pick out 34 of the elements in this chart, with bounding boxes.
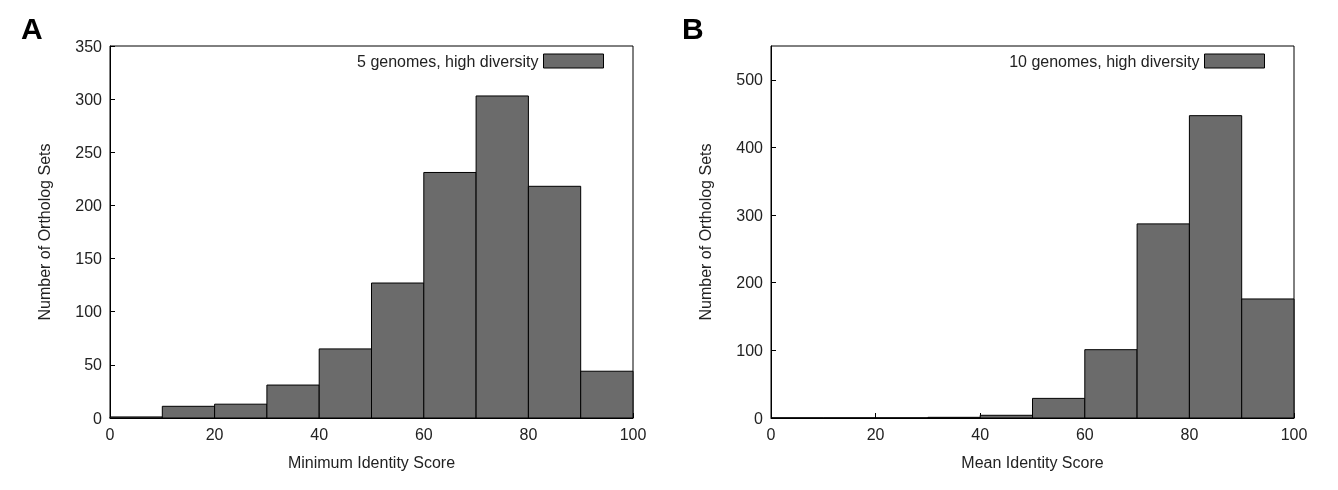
y-tick-label: 0 (93, 409, 103, 427)
x-tick-label: 100 (619, 425, 647, 443)
x-tick-label: 40 (971, 425, 990, 443)
y-tick-label: 500 (736, 71, 764, 89)
legend-label: 10 genomes, high diversity (1009, 52, 1200, 70)
y-tick-label: 150 (75, 250, 103, 268)
x-tick-label: 60 (414, 425, 433, 443)
x-tick-label: 0 (105, 425, 115, 443)
y-tick-label: 400 (736, 138, 764, 156)
x-tick-label: 80 (1180, 425, 1199, 443)
x-tick-label: 40 (310, 425, 329, 443)
y-tick-label: 100 (75, 303, 103, 321)
y-tick-label: 100 (736, 341, 764, 359)
y-axis-title: Number of Ortholog Sets (35, 143, 53, 321)
x-axis-title: Mean Identity Score (961, 453, 1104, 471)
y-tick-label: 50 (84, 356, 103, 374)
chart-title: A (21, 11, 43, 45)
y-tick-label: 250 (75, 143, 103, 161)
x-axis-title: Minimum Identity Score (287, 453, 456, 471)
x-tick-label: 20 (205, 425, 224, 443)
x-tick-label: 0 (766, 425, 776, 443)
y-tick-label: 200 (75, 196, 103, 214)
y-tick-label: 0 (754, 409, 764, 427)
y-tick-label: 300 (736, 206, 764, 224)
chart-title: B (682, 11, 704, 45)
y-tick-label: 350 (75, 37, 103, 55)
x-tick-label: 20 (866, 425, 885, 443)
x-tick-label: 100 (1280, 425, 1308, 443)
y-tick-label: 200 (736, 274, 764, 292)
x-tick-label: 80 (519, 425, 538, 443)
y-axis-title: Number of Ortholog Sets (696, 143, 714, 321)
legend-label: 5 genomes, high diversity (357, 52, 539, 70)
x-tick-label: 60 (1075, 425, 1094, 443)
y-tick-label: 300 (75, 90, 103, 108)
